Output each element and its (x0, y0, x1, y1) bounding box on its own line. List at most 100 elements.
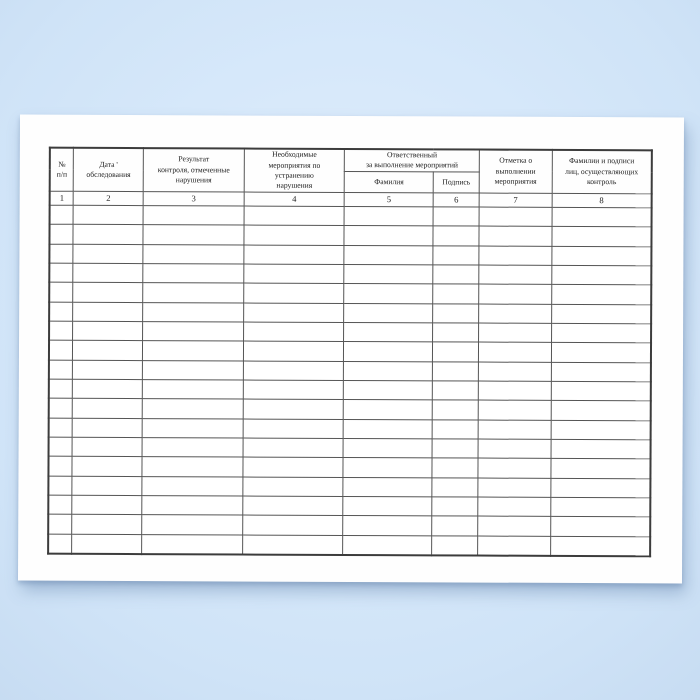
empty-cell (142, 379, 244, 400)
empty-cell (432, 400, 479, 420)
empty-cell (242, 534, 344, 555)
empty-cell (344, 264, 434, 285)
empty-cell (344, 283, 433, 304)
col-index: 6 (433, 192, 480, 207)
empty-row (49, 205, 652, 228)
empty-cell (343, 457, 433, 478)
empty-cell (142, 360, 244, 381)
empty-row (48, 437, 651, 460)
empty-cell (432, 458, 479, 478)
empty-cell (243, 263, 345, 284)
empty-cell (48, 475, 73, 496)
empty-row (48, 456, 651, 479)
empty-cell (72, 418, 143, 438)
empty-cell (478, 400, 552, 421)
empty-cell (72, 514, 142, 535)
empty-cell (432, 438, 479, 459)
empty-cell (48, 514, 73, 535)
empty-cell (343, 399, 433, 420)
empty-row (49, 301, 652, 324)
empty-cell (478, 245, 552, 266)
empty-row (48, 495, 651, 518)
empty-cell (550, 536, 651, 556)
empty-cell (432, 361, 479, 382)
empty-cell (478, 303, 552, 324)
empty-row (49, 321, 652, 344)
empty-cell (49, 224, 74, 244)
empty-cell (48, 437, 73, 457)
empty-row (48, 514, 651, 537)
empty-cell (550, 497, 651, 518)
empty-cell (48, 533, 73, 554)
empty-cell (48, 359, 73, 380)
empty-cell (49, 321, 74, 341)
empty-cell (431, 496, 478, 517)
empty-cell (242, 476, 344, 497)
col-index: 2 (73, 191, 144, 206)
empty-cell (344, 206, 434, 227)
empty-cell (478, 342, 552, 363)
empty-cell (477, 535, 551, 556)
empty-cell (432, 419, 479, 440)
empty-cell (142, 340, 244, 361)
col-header-number: № п/п (49, 147, 74, 192)
empty-cell (73, 224, 144, 245)
empty-cell (478, 226, 552, 247)
empty-cell (73, 282, 143, 303)
empty-row (48, 340, 652, 363)
empty-cell (478, 419, 552, 440)
empty-cell (551, 381, 651, 402)
empty-cell (142, 476, 243, 497)
empty-cell (433, 206, 480, 227)
empty-cell (143, 205, 244, 226)
empty-cell (343, 322, 433, 343)
empty-cell (243, 341, 344, 362)
empty-cell (243, 360, 344, 381)
empty-cell (142, 263, 244, 284)
inspection-log-table: № п/п Дата ' обследования Результат конт… (47, 146, 653, 557)
table-body (48, 205, 652, 556)
empty-row (49, 224, 652, 247)
empty-cell (551, 323, 652, 344)
empty-cell (550, 439, 651, 460)
empty-cell (344, 303, 433, 323)
empty-cell (431, 535, 478, 556)
empty-cell (551, 207, 652, 228)
empty-row (49, 263, 652, 286)
empty-cell (141, 534, 243, 555)
empty-cell (478, 323, 552, 343)
empty-cell (432, 322, 479, 343)
empty-cell (432, 284, 479, 304)
empty-cell (243, 205, 345, 226)
empty-cell (73, 205, 144, 225)
empty-cell (343, 380, 433, 401)
empty-cell (477, 458, 551, 479)
empty-cell (142, 302, 244, 323)
empty-cell (49, 301, 74, 322)
empty-cell (433, 245, 479, 266)
empty-cell (242, 438, 344, 458)
empty-cell (431, 516, 478, 536)
col-header-date: Дата ' обследования (73, 147, 144, 192)
empty-cell (49, 263, 74, 283)
empty-cell (242, 496, 344, 516)
empty-cell (72, 476, 143, 496)
empty-cell (551, 362, 651, 382)
empty-cell (432, 380, 479, 401)
empty-cell (344, 225, 434, 246)
empty-cell (551, 342, 652, 363)
empty-cell (432, 303, 479, 324)
empty-cell (48, 417, 73, 438)
empty-cell (478, 284, 552, 305)
empty-cell (243, 225, 345, 246)
empty-cell (49, 205, 74, 225)
empty-cell (242, 457, 344, 478)
empty-cell (243, 283, 345, 304)
empty-row (48, 475, 651, 498)
table-container: № п/п Дата ' обследования Результат конт… (47, 146, 653, 557)
empty-cell (551, 284, 652, 305)
empty-row (48, 379, 651, 402)
empty-cell (73, 301, 143, 322)
empty-cell (479, 206, 552, 227)
empty-cell (433, 226, 480, 246)
